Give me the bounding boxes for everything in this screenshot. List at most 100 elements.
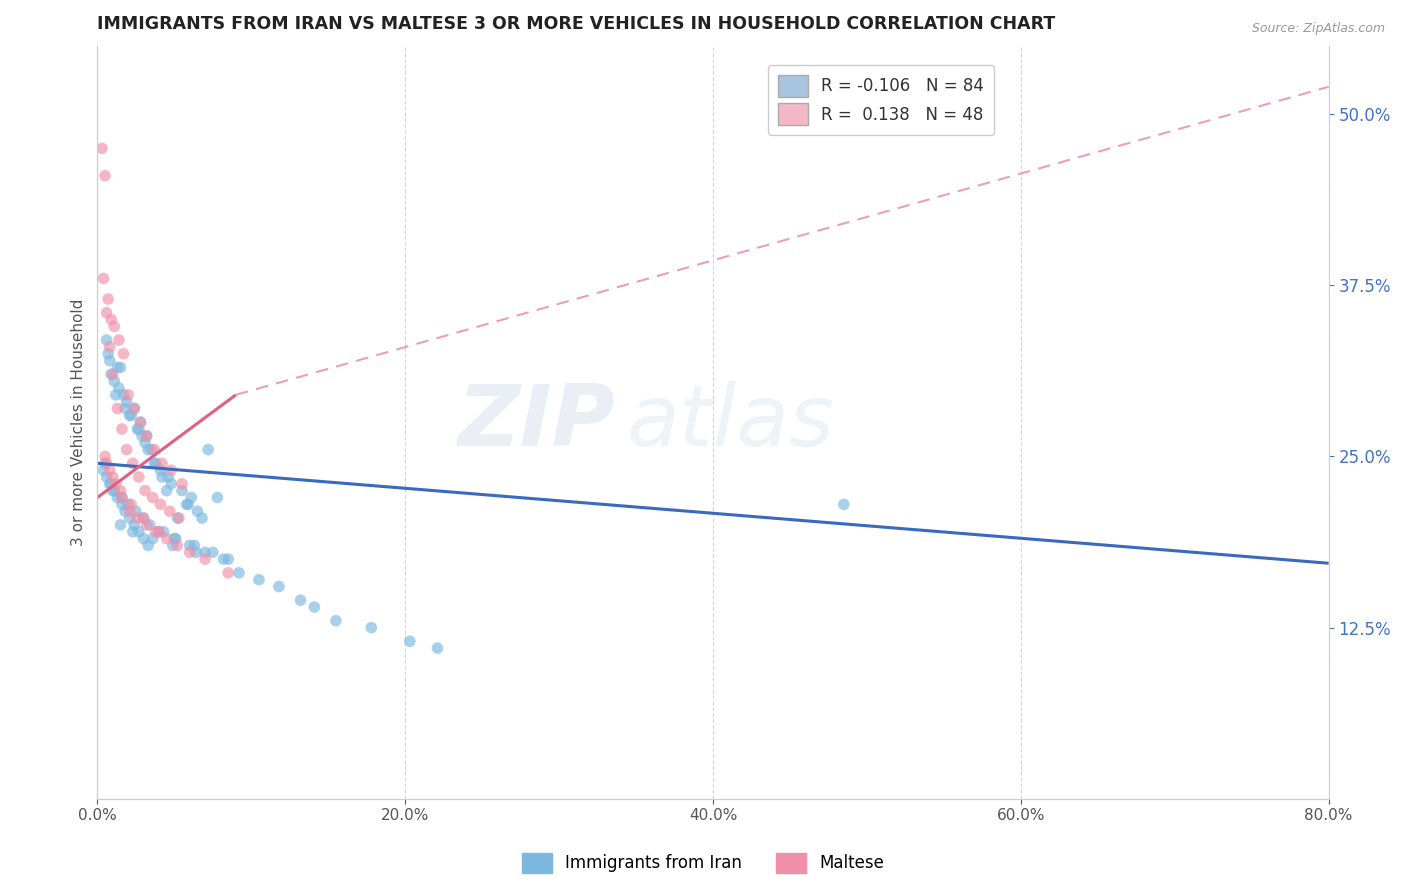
Point xyxy=(117,497,139,511)
Text: atlas: atlas xyxy=(627,381,835,464)
Point xyxy=(129,415,152,429)
Point xyxy=(180,491,202,505)
Point xyxy=(159,504,181,518)
Point xyxy=(134,435,156,450)
Point xyxy=(832,497,855,511)
Point xyxy=(167,511,190,525)
Point xyxy=(115,442,138,457)
Point xyxy=(166,511,188,525)
Point xyxy=(111,422,134,436)
Point xyxy=(118,511,141,525)
Point xyxy=(111,497,134,511)
Point xyxy=(194,545,217,559)
Point xyxy=(179,538,201,552)
Point xyxy=(93,463,115,477)
Point xyxy=(166,538,188,552)
Point xyxy=(143,456,166,470)
Point xyxy=(152,524,174,539)
Point xyxy=(207,491,229,505)
Point xyxy=(194,552,217,566)
Point xyxy=(150,470,173,484)
Point xyxy=(128,470,150,484)
Point xyxy=(94,456,117,470)
Text: IMMIGRANTS FROM IRAN VS MALTESE 3 OR MORE VEHICLES IN HOUSEHOLD CORRELATION CHAR: IMMIGRANTS FROM IRAN VS MALTESE 3 OR MOR… xyxy=(97,15,1056,33)
Point xyxy=(114,401,136,416)
Point xyxy=(186,504,208,518)
Point xyxy=(108,333,131,347)
Point xyxy=(96,333,118,347)
Point xyxy=(127,422,149,436)
Point xyxy=(141,442,163,457)
Point xyxy=(150,456,173,470)
Point xyxy=(121,524,143,539)
Point xyxy=(105,360,128,375)
Point xyxy=(103,483,125,498)
Point xyxy=(156,532,179,546)
Point xyxy=(217,566,239,580)
Point xyxy=(124,401,146,416)
Legend: R = -0.106   N = 84, R =  0.138   N = 48: R = -0.106 N = 84, R = 0.138 N = 48 xyxy=(768,65,994,135)
Point xyxy=(103,319,125,334)
Point xyxy=(120,497,142,511)
Point xyxy=(111,491,134,505)
Point xyxy=(118,504,141,518)
Point xyxy=(103,374,125,388)
Point xyxy=(170,476,193,491)
Point xyxy=(142,532,165,546)
Point xyxy=(110,517,132,532)
Point xyxy=(177,497,200,511)
Point xyxy=(110,483,132,498)
Point xyxy=(197,442,219,457)
Point xyxy=(131,429,153,443)
Point xyxy=(149,463,172,477)
Point xyxy=(325,614,347,628)
Point xyxy=(104,388,127,402)
Legend: Immigrants from Iran, Maltese: Immigrants from Iran, Maltese xyxy=(516,847,890,880)
Point xyxy=(101,470,124,484)
Point xyxy=(170,483,193,498)
Point xyxy=(143,442,166,457)
Point xyxy=(125,504,148,518)
Point xyxy=(97,292,120,306)
Point xyxy=(183,538,205,552)
Point xyxy=(426,641,449,656)
Point xyxy=(247,573,270,587)
Point xyxy=(135,429,157,443)
Point xyxy=(398,634,420,648)
Point xyxy=(156,483,179,498)
Point xyxy=(124,517,146,532)
Point xyxy=(138,517,160,532)
Point xyxy=(101,483,124,498)
Point xyxy=(110,360,132,375)
Point xyxy=(160,476,183,491)
Point xyxy=(100,368,122,382)
Point xyxy=(160,463,183,477)
Point xyxy=(112,388,135,402)
Point xyxy=(124,401,146,416)
Point xyxy=(212,552,235,566)
Point xyxy=(148,524,170,539)
Point xyxy=(114,504,136,518)
Point xyxy=(98,353,121,368)
Point xyxy=(132,511,155,525)
Point xyxy=(117,388,139,402)
Point xyxy=(228,566,250,580)
Point xyxy=(121,456,143,470)
Point xyxy=(136,442,159,457)
Point xyxy=(100,312,122,326)
Point xyxy=(134,483,156,498)
Point xyxy=(120,409,142,423)
Point xyxy=(132,511,155,525)
Point xyxy=(98,463,121,477)
Point xyxy=(112,347,135,361)
Point xyxy=(132,532,155,546)
Point xyxy=(96,306,118,320)
Point xyxy=(304,600,326,615)
Point xyxy=(165,532,187,546)
Point xyxy=(136,538,159,552)
Point xyxy=(91,141,114,155)
Point xyxy=(128,524,150,539)
Point xyxy=(360,621,382,635)
Point xyxy=(142,491,165,505)
Y-axis label: 3 or more Vehicles in Household: 3 or more Vehicles in Household xyxy=(72,299,86,546)
